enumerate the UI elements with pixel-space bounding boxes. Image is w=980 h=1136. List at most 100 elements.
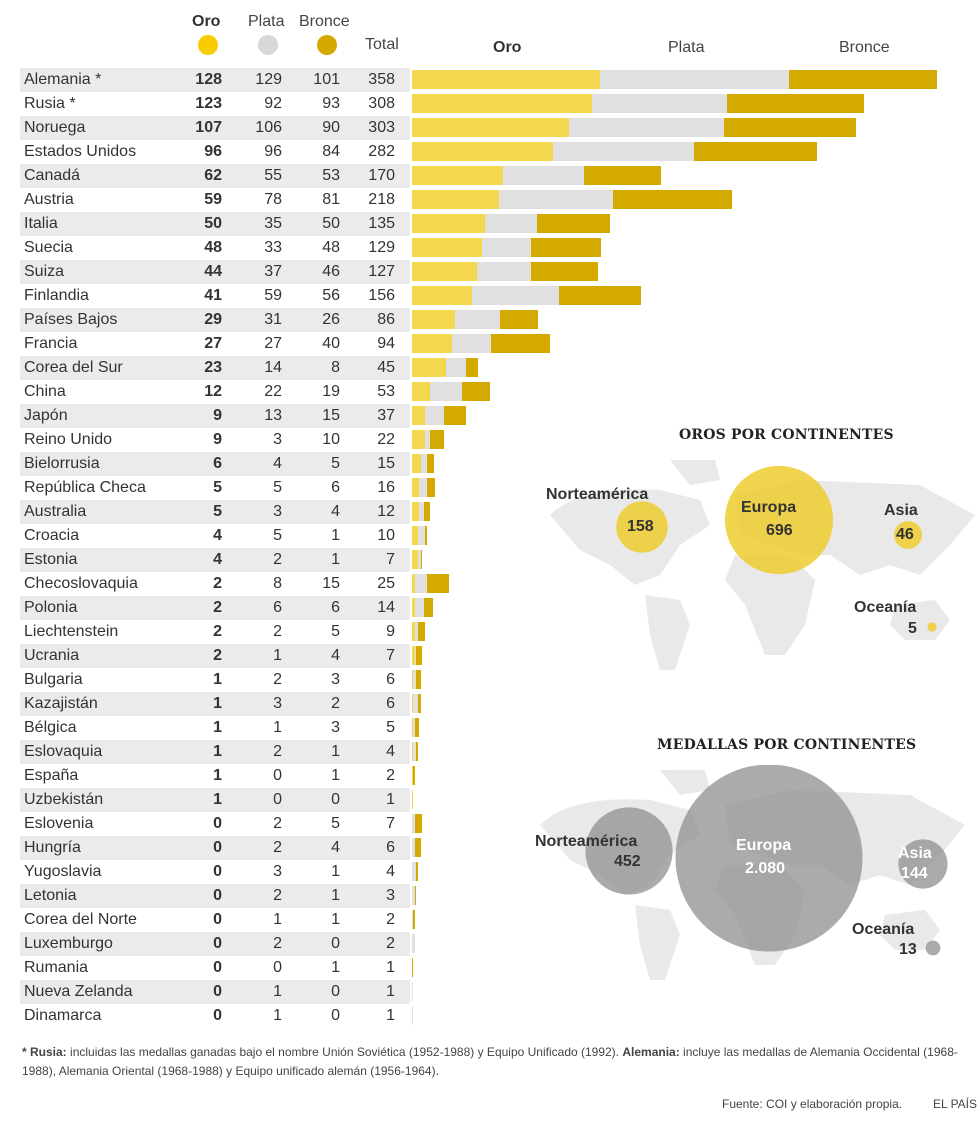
oro-count: 6: [213, 455, 222, 472]
continent-label: Europa: [741, 499, 797, 516]
total-count: 7: [386, 647, 395, 664]
country-name: Estados Unidos: [24, 143, 137, 160]
bar-plata: [476, 262, 531, 281]
continent-label: Oceanía: [854, 599, 917, 616]
bronce-count: 81: [322, 191, 340, 208]
plata-count: 6: [273, 599, 282, 616]
country-name: Eslovenia: [24, 815, 94, 832]
oro-count: 123: [195, 95, 222, 112]
oro-count: 4: [213, 551, 222, 568]
bubble-0: [616, 501, 668, 553]
plata-count: 55: [264, 167, 282, 184]
bubble-1: [724, 465, 834, 575]
total-count: 358: [368, 71, 395, 88]
bronce-count: 1: [331, 743, 340, 760]
bar-oro: [412, 430, 426, 449]
bronce-count: 56: [322, 287, 340, 304]
bar-oro: [412, 622, 415, 641]
continent-value: 5: [908, 620, 917, 637]
bar-plata: [568, 118, 725, 137]
total-count: 218: [368, 191, 395, 208]
bronce-count: 50: [322, 215, 340, 232]
bar-bronce: [536, 214, 610, 233]
oro-count: 44: [204, 263, 222, 280]
bronce-count: 40: [322, 335, 340, 352]
bar-bronce: [426, 454, 434, 473]
bronce-dot-icon: [317, 35, 337, 55]
oro-count: 2: [213, 575, 222, 592]
plata-count: 96: [264, 143, 282, 160]
continent-label: Asia: [898, 845, 932, 862]
bar-oro: [412, 214, 486, 233]
bronce-count: 0: [331, 983, 340, 1000]
bronce-count: 1: [331, 551, 340, 568]
total-count: 1: [386, 791, 395, 808]
bar-plata: [413, 742, 417, 761]
bar-bronce: [413, 910, 415, 929]
plata-count: 2: [273, 887, 282, 904]
bar-oro: [412, 790, 414, 809]
plata-count: 33: [264, 239, 282, 256]
oro-count: 0: [213, 935, 222, 952]
table-row: Nueva Zelanda 0 1 0 1: [20, 980, 410, 1004]
bar-plata: [419, 478, 427, 497]
continent-value: 158: [627, 518, 654, 535]
country-name: Noruega: [24, 119, 86, 136]
table-row: Uzbekistán 1 0 0 1: [20, 788, 410, 812]
bronce-count: 15: [322, 575, 340, 592]
bar-plata: [414, 646, 417, 665]
country-name: Corea del Sur: [24, 359, 123, 376]
total-count: 4: [386, 863, 395, 880]
country-name: Finlandia: [24, 287, 89, 304]
country-name: Estonia: [24, 551, 78, 568]
plata-count: 2: [273, 815, 282, 832]
bar-plata: [498, 190, 613, 209]
total-count: 170: [368, 167, 395, 184]
bronce-count: 8: [331, 359, 340, 376]
source-text: Fuente: COI y elaboración propia.: [722, 1097, 903, 1111]
medals-world-map: [540, 765, 965, 980]
plata-count: 35: [264, 215, 282, 232]
total-count: 6: [386, 671, 395, 688]
bar-oro: [412, 478, 420, 497]
continent-label: Oceanía: [852, 921, 915, 938]
table-row: Países Bajos 29 31 26 86: [20, 308, 410, 332]
country-name: Hungría: [24, 839, 81, 856]
legend-plata-label: Plata: [248, 13, 285, 30]
table-row: Francia 27 27 40 94: [20, 332, 410, 356]
oro-count: 1: [213, 767, 222, 784]
country-name: Ucrania: [24, 647, 80, 664]
gold-map-title: OROS POR CONTINENTES: [679, 427, 894, 443]
oro-count: 2: [213, 647, 222, 664]
country-name: Luxemburgo: [24, 935, 113, 952]
plata-count: 5: [273, 527, 282, 544]
bronce-count: 0: [331, 935, 340, 952]
oro-count: 12: [204, 383, 222, 400]
plata-count: 59: [264, 287, 282, 304]
bar-bronce: [491, 334, 550, 353]
bar-plata: [419, 502, 424, 521]
bar-bronce: [429, 430, 445, 449]
bar-oro: [412, 598, 415, 617]
oro-count: 128: [195, 71, 222, 88]
total-count: 22: [377, 431, 395, 448]
bar-bronce: [558, 286, 641, 305]
bar-plata: [412, 838, 415, 857]
legend-total-label: Total: [365, 36, 399, 53]
bar-bronce: [420, 550, 423, 569]
table-row: Liechtenstein 2 2 5 9: [20, 620, 410, 644]
plata-count: 1: [273, 983, 282, 1000]
bubble-0: [585, 807, 673, 895]
bar-bronce: [416, 742, 418, 761]
country-name: Eslovaquia: [24, 743, 103, 760]
bubble-1: [675, 765, 863, 952]
bar-plata: [420, 454, 427, 473]
oro-count: 62: [204, 167, 222, 184]
bar-oro: [412, 526, 418, 545]
total-count: 16: [377, 479, 395, 496]
bar-oro: [412, 334, 452, 353]
table-row: España 1 0 1 2: [20, 764, 410, 788]
table-row: Rusia * 123 92 93 308: [20, 92, 410, 116]
bronce-count: 19: [322, 383, 340, 400]
